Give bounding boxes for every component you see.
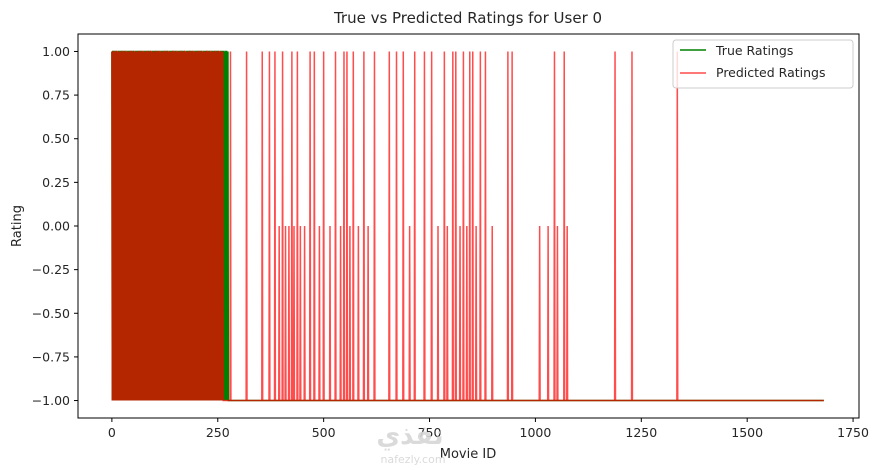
- y-tick-label: −0.50: [32, 306, 70, 321]
- y-tick-label: −0.75: [32, 349, 70, 364]
- legend-box: [672, 39, 854, 89]
- y-axis-title: Rating: [10, 205, 25, 247]
- x-tick-label: 1250: [625, 425, 657, 440]
- x-tick-label: 750: [418, 425, 442, 440]
- watermark-arabic: نفذي: [376, 421, 443, 451]
- y-tick-label: 0.00: [42, 219, 70, 234]
- watermark: نفذي nafezly.com: [376, 421, 445, 466]
- y-tick-label: 0.25: [42, 175, 70, 190]
- x-tick-label: 1000: [520, 425, 552, 440]
- y-axis: −1.00 −0.75 −0.50 −0.25 0.00 0.25 0.50 0.75 1.00: [32, 44, 78, 408]
- series-line-predicted-ratings: [111, 50, 824, 402]
- y-tick-label: −1.00: [32, 393, 70, 408]
- watermark-latin: nafezly.com: [380, 453, 445, 466]
- chart-title: True vs Predicted Ratings for User 0: [333, 9, 602, 27]
- y-tick-label: −0.25: [32, 262, 70, 277]
- x-tick-label: 1750: [837, 425, 869, 440]
- x-tick-label: 1500: [731, 425, 763, 440]
- x-tick-label: 0: [108, 425, 116, 440]
- y-tick-label: 0.50: [42, 131, 70, 146]
- y-tick-label: 0.75: [42, 88, 70, 103]
- y-tick-label: 1.00: [42, 44, 70, 59]
- x-axis-title: Movie ID: [440, 447, 496, 462]
- series-layer: [111, 50, 824, 402]
- x-tick-label: 250: [206, 425, 230, 440]
- legend: True Ratings Predicted Ratings: [672, 39, 854, 89]
- legend-label-predicted-ratings: Predicted Ratings: [716, 65, 825, 80]
- x-axis: 0 250 500 750 1000 1250 1500 1750: [108, 418, 869, 440]
- plot-area: [77, 33, 860, 419]
- legend-label-true-ratings: True Ratings: [715, 43, 793, 58]
- x-tick-label: 500: [312, 425, 336, 440]
